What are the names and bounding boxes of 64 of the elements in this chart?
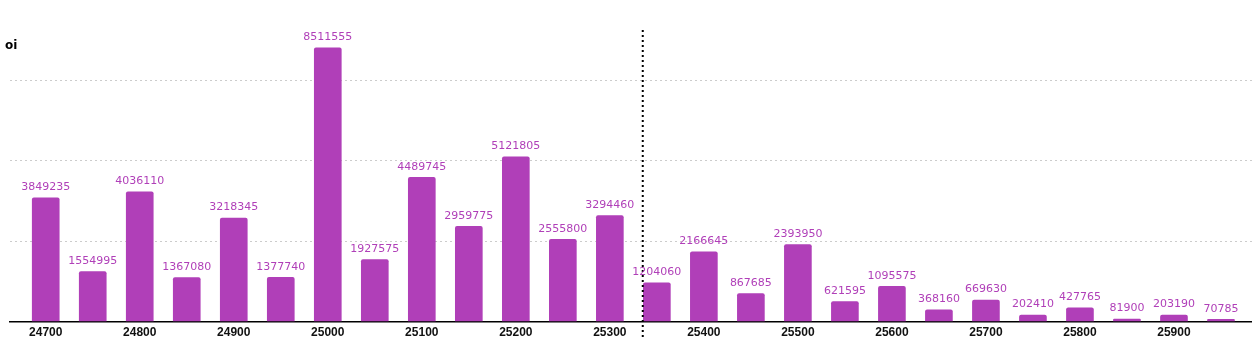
bar — [125, 191, 154, 322]
x-tick-label: 25700 — [969, 325, 1003, 340]
bar — [643, 282, 671, 322]
data-label: 1204060 — [632, 265, 682, 279]
x-tick-label: 25100 — [405, 325, 439, 340]
data-label: 427765 — [1058, 290, 1101, 304]
data-label: 4489745 — [397, 159, 447, 173]
data-label: 1095575 — [867, 268, 917, 282]
data-label: 4036110 — [115, 174, 165, 188]
data-label: 368160 — [917, 292, 960, 306]
x-tick-label: 25200 — [499, 325, 533, 340]
bar — [407, 176, 436, 322]
data-label: 3294460 — [585, 198, 635, 212]
x-tick-label: 24700 — [29, 325, 63, 340]
data-label: 1927575 — [350, 241, 400, 255]
x-tick-label: 24800 — [123, 325, 157, 340]
bar — [925, 309, 953, 322]
x-tick-label: 25400 — [687, 325, 721, 340]
x-tick-label: 25900 — [1157, 325, 1191, 340]
bar — [549, 239, 577, 322]
bar — [1066, 307, 1094, 322]
x-tick-label: 25600 — [875, 325, 909, 340]
data-label: 3218345 — [209, 200, 259, 214]
data-label: 1367080 — [162, 259, 212, 273]
data-label: 81900 — [1109, 301, 1145, 315]
data-label: 669630 — [964, 282, 1007, 296]
bar — [878, 286, 906, 322]
data-label: 621595 — [823, 283, 866, 297]
data-label: 202410 — [1011, 297, 1054, 311]
bar — [78, 271, 107, 322]
data-label: 8511555 — [303, 30, 353, 44]
bar — [502, 156, 530, 322]
data-label: 70785 — [1203, 301, 1239, 315]
bar — [784, 244, 812, 322]
data-label: 5121805 — [491, 139, 541, 153]
data-label: 2393950 — [773, 226, 823, 240]
bar — [360, 259, 389, 322]
bar — [219, 217, 248, 322]
data-label: 867685 — [729, 276, 772, 290]
bar — [31, 197, 60, 322]
x-tick-label: 25800 — [1063, 325, 1097, 340]
data-label: 1377740 — [256, 259, 306, 273]
bar — [596, 215, 624, 322]
x-tick-label: 24900 — [217, 325, 251, 340]
bar — [313, 47, 342, 322]
data-label: 203190 — [1152, 297, 1195, 311]
bar — [972, 299, 1000, 322]
bar — [1160, 314, 1188, 322]
bar — [1019, 314, 1047, 322]
bar — [737, 293, 765, 322]
y-axis-title: oi — [5, 38, 18, 52]
data-label: 2166645 — [679, 234, 729, 248]
bar — [266, 276, 295, 322]
data-label: 1554995 — [68, 253, 118, 267]
data-label: 3849235 — [21, 180, 71, 194]
x-tick-label: 25000 — [311, 325, 345, 340]
bar — [690, 251, 718, 322]
bar — [831, 301, 859, 322]
data-label: 2555800 — [538, 221, 588, 235]
x-tick-label: 25300 — [593, 325, 627, 340]
data-label: 2959775 — [444, 208, 494, 222]
bar — [454, 226, 483, 322]
bar — [172, 277, 201, 322]
x-tick-label: 25500 — [781, 325, 815, 340]
